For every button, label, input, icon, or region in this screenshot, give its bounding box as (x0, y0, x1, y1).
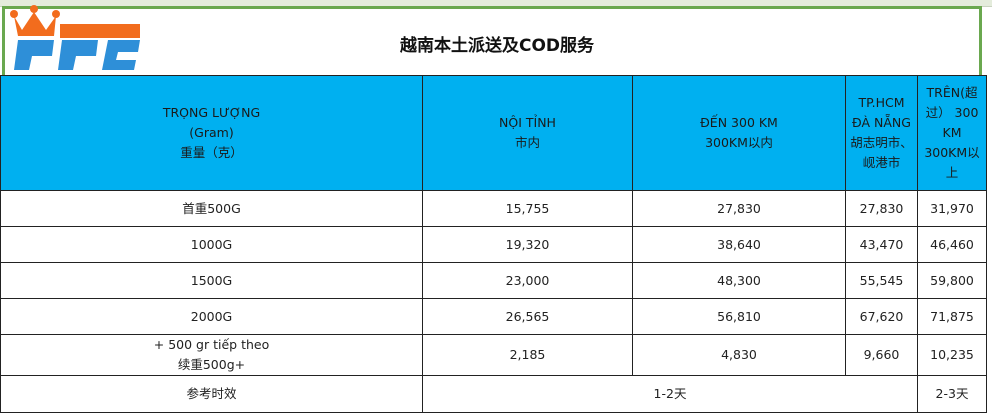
pfc-logo (10, 5, 140, 70)
table-row: 首重500G 15,755 27,830 27,830 31,970 (0, 190, 987, 227)
cell-over300[interactable]: 31,970 (917, 190, 987, 227)
cell-local[interactable]: 15,755 (422, 190, 633, 227)
table-row: 1000G 19,320 38,640 43,470 46,460 (0, 226, 987, 263)
cell-weight[interactable]: 1500G (0, 262, 423, 299)
title-cell[interactable]: 越南本土派送及COD服务 (2, 6, 982, 78)
cell-weight[interactable]: 2000G (0, 298, 423, 335)
logo-letters (14, 40, 140, 70)
price-table: TRỌNG LƯỢNG (Gram) 重量（克） NỘI TỈNH 市内 ĐẾN… (0, 75, 987, 413)
cell-to300[interactable]: 4,830 (632, 334, 846, 376)
cell-weight[interactable]: 1000G (0, 226, 423, 263)
cell-hcm[interactable]: 67,620 (845, 298, 918, 335)
header-hcm[interactable]: TP.HCM ĐÀ NẴNG 胡志明市、 岘港市 (845, 75, 918, 191)
cell-local[interactable]: 23,000 (422, 262, 633, 299)
cell-to300[interactable]: 38,640 (632, 226, 846, 263)
table-row: 2000G 26,565 56,810 67,620 71,875 (0, 298, 987, 335)
cell-to300[interactable]: 48,300 (632, 262, 846, 299)
cell-hcm[interactable]: 27,830 (845, 190, 918, 227)
table-row-timing: 参考时效 1-2天 2-3天 (0, 375, 987, 413)
table-row-extra: + 500 gr tiếp theo 续重500g+ 2,185 4,830 9… (0, 334, 987, 376)
cell-weight[interactable]: + 500 gr tiếp theo 续重500g+ (0, 334, 423, 376)
table-header-row: TRỌNG LƯỢNG (Gram) 重量（克） NỘI TỈNH 市内 ĐẾN… (0, 75, 987, 191)
cell-hcm[interactable]: 43,470 (845, 226, 918, 263)
cell-timing-label[interactable]: 参考时效 (0, 375, 423, 413)
cell-over300[interactable]: 71,875 (917, 298, 987, 335)
cell-over300[interactable]: 46,460 (917, 226, 987, 263)
cell-local[interactable]: 2,185 (422, 334, 633, 376)
cell-to300[interactable]: 27,830 (632, 190, 846, 227)
page-title: 越南本土派送及COD服务 (399, 36, 595, 56)
cell-over300[interactable]: 59,800 (917, 262, 987, 299)
header-over300[interactable]: TRÊN(超 过） 300 KM 300KM以 上 (917, 75, 987, 191)
cell-weight[interactable]: 首重500G (0, 190, 423, 227)
header-to300[interactable]: ĐẾN 300 KM 300KM以内 (632, 75, 846, 191)
cell-local[interactable]: 19,320 (422, 226, 633, 263)
cell-timing-near[interactable]: 1-2天 (422, 375, 918, 413)
header-local[interactable]: NỘI TỈNH 市内 (422, 75, 633, 191)
cell-hcm[interactable]: 55,545 (845, 262, 918, 299)
header-weight[interactable]: TRỌNG LƯỢNG (Gram) 重量（克） (0, 75, 423, 191)
cell-over300[interactable]: 10,235 (917, 334, 987, 376)
crown-icon (10, 5, 60, 36)
table-row: 1500G 23,000 48,300 55,545 59,800 (0, 262, 987, 299)
cell-hcm[interactable]: 9,660 (845, 334, 918, 376)
cell-local[interactable]: 26,565 (422, 298, 633, 335)
cell-to300[interactable]: 56,810 (632, 298, 846, 335)
cell-timing-far[interactable]: 2-3天 (917, 375, 987, 413)
